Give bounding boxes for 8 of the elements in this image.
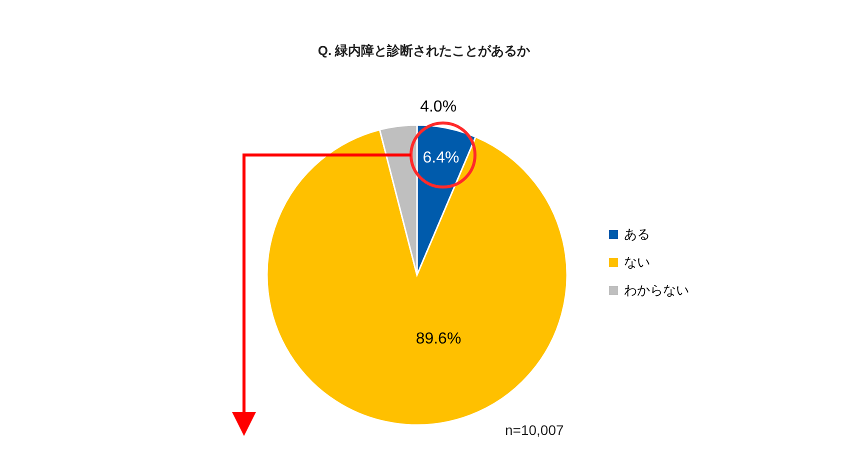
legend-label: わからない bbox=[624, 282, 689, 298]
text: n=10,007 bbox=[505, 422, 564, 438]
data-label: 4.0% bbox=[420, 98, 457, 116]
data-label: 6.4% bbox=[422, 149, 460, 166]
data-label: 89.6% bbox=[416, 330, 462, 348]
chart-title: Q. 緑内障と診断されたことがあるか bbox=[318, 43, 532, 58]
legend-label: ない bbox=[624, 254, 650, 270]
legend-label: ある bbox=[624, 226, 650, 242]
